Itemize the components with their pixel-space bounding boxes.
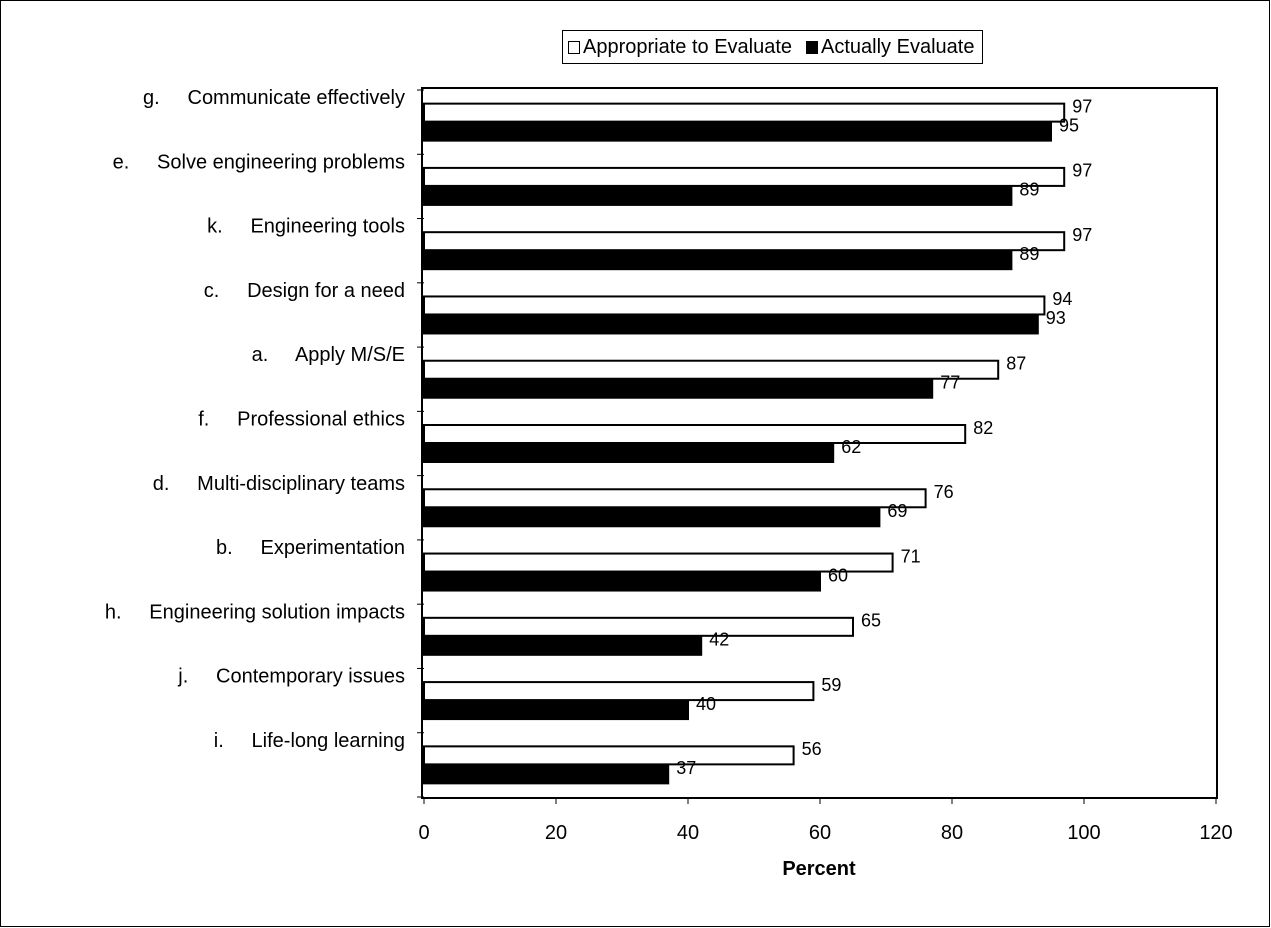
value-label-actual-design-for-a-need: 93 <box>1046 308 1066 328</box>
value-label-actual-experimentation: 60 <box>828 565 848 585</box>
value-label-actual-professional-ethics: 62 <box>841 437 861 457</box>
value-label-appropriate-design-for-a-need: 94 <box>1052 289 1072 309</box>
value-label-appropriate-engineering-tools: 97 <box>1072 225 1092 245</box>
bar-actual-design-for-a-need <box>423 314 1039 335</box>
bar-appropriate-design-for-a-need <box>423 295 1046 316</box>
category-label-apply-m-s-e: a. Apply M/S/E <box>252 344 405 366</box>
value-label-actual-engineering-tools: 89 <box>1019 244 1039 264</box>
x-tick-label: 120 <box>1199 822 1232 844</box>
bar-actual-multi-disciplinary-teams <box>423 507 881 528</box>
chart-legend: Appropriate to Evaluate Actually Evaluat… <box>562 30 984 64</box>
value-label-actual-solve-engineering-problems: 89 <box>1019 180 1039 200</box>
legend-swatch-appropriate <box>568 40 580 54</box>
bar-appropriate-apply-m-s-e <box>423 359 1000 380</box>
value-label-appropriate-experimentation: 71 <box>901 546 921 566</box>
category-label-multi-disciplinary-teams: d. Multi-disciplinary teams <box>153 473 405 495</box>
bar-actual-professional-ethics <box>423 443 835 463</box>
bar-appropriate-experimentation <box>423 552 894 573</box>
bar-appropriate-engineering-solution-impacts <box>423 616 854 637</box>
bar-appropriate-solve-engineering-problems <box>423 166 1066 187</box>
value-label-actual-multi-disciplinary-teams: 69 <box>887 501 907 521</box>
bar-actual-communicate-effectively <box>423 121 1052 142</box>
value-label-appropriate-life-long-learning: 56 <box>802 739 822 759</box>
category-label-design-for-a-need: c. Design for a need <box>204 280 405 302</box>
x-tick-label: 80 <box>941 822 963 844</box>
category-label-engineering-solution-impacts: h. Engineering solution impacts <box>105 601 405 623</box>
bar-appropriate-engineering-tools <box>423 231 1066 252</box>
x-tick-label: 20 <box>545 822 567 844</box>
value-label-appropriate-engineering-solution-impacts: 65 <box>861 611 881 631</box>
x-tick-label: 60 <box>809 822 831 844</box>
bar-actual-experimentation <box>423 571 821 592</box>
value-label-actual-engineering-solution-impacts: 42 <box>709 630 729 650</box>
value-label-appropriate-apply-m-s-e: 87 <box>1006 353 1026 373</box>
bar-actual-solve-engineering-problems <box>423 185 1013 206</box>
category-label-communicate-effectively: g. Communicate effectively <box>143 87 405 109</box>
category-label-experimentation: b. Experimentation <box>216 537 405 559</box>
value-label-appropriate-professional-ethics: 82 <box>973 418 993 438</box>
bar-appropriate-multi-disciplinary-teams <box>423 488 927 509</box>
value-label-appropriate-contemporary-issues: 59 <box>821 675 841 695</box>
category-label-engineering-tools: k. Engineering tools <box>207 216 405 238</box>
value-label-appropriate-multi-disciplinary-teams: 76 <box>934 482 954 502</box>
category-label-life-long-learning: i. Life-long learning <box>214 730 405 752</box>
category-label-solve-engineering-problems: e. Solve engineering problems <box>113 151 405 173</box>
bar-appropriate-professional-ethics <box>423 424 967 444</box>
legend-label-actual: Actually Evaluate <box>821 35 975 58</box>
value-label-actual-apply-m-s-e: 77 <box>940 372 960 392</box>
category-label-professional-ethics: f. Professional ethics <box>198 409 405 431</box>
x-tick-label: 40 <box>677 822 699 844</box>
bar-actual-engineering-tools <box>423 250 1013 271</box>
value-label-appropriate-communicate-effectively: 97 <box>1072 96 1092 116</box>
legend-item-appropriate: Appropriate to Evaluate <box>568 36 792 59</box>
bar-appropriate-communicate-effectively <box>423 102 1066 123</box>
x-tick-label: 0 <box>418 822 429 844</box>
value-label-actual-contemporary-issues: 40 <box>696 694 716 714</box>
value-label-appropriate-solve-engineering-problems: 97 <box>1072 161 1092 181</box>
legend-label-appropriate: Appropriate to Evaluate <box>583 35 793 58</box>
x-axis-title: Percent <box>782 858 856 880</box>
legend-swatch-actual <box>806 40 819 54</box>
legend-item-actual: Actually Evaluate <box>806 36 974 59</box>
bar-actual-apply-m-s-e <box>423 378 934 399</box>
value-label-actual-life-long-learning: 37 <box>676 758 696 778</box>
bar-appropriate-contemporary-issues <box>423 681 815 702</box>
bar-actual-life-long-learning <box>423 764 670 785</box>
x-tick-label: 100 <box>1067 822 1100 844</box>
category-label-contemporary-issues: j. Contemporary issues <box>177 666 405 688</box>
bar-actual-engineering-solution-impacts <box>423 635 703 656</box>
bar-appropriate-life-long-learning <box>423 745 795 766</box>
value-label-actual-communicate-effectively: 95 <box>1059 115 1079 135</box>
bar-actual-contemporary-issues <box>423 700 689 721</box>
